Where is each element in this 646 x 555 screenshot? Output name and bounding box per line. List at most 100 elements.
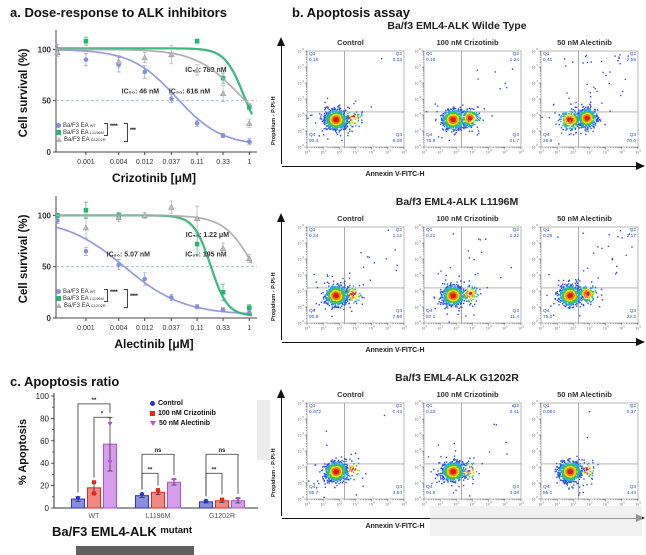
legend-label: 100 nM Crizotinib <box>158 409 216 417</box>
data-point <box>141 212 148 218</box>
quadrant-name: Q2 <box>512 404 519 409</box>
y-axis-arrow-line <box>281 46 283 164</box>
data-point <box>194 38 200 44</box>
quadrant-value: 87.1 <box>426 314 436 320</box>
flow-group-title: Ba/f3 EML4-ALK Wilde Type <box>387 20 527 32</box>
quadrant-label-q3: Q3 22.2 <box>627 309 636 321</box>
apoptosis-assay-panel: Ba/f3 EML4-ALK Wilde Type Propidium - P-P… <box>268 20 646 552</box>
bar-chart-xlabel: Ba/F3 EML4-ALK mutant <box>52 524 192 539</box>
legend-label: Ba/F3 EA <box>64 136 90 143</box>
quadrant-name: Q1 <box>543 52 550 57</box>
panel-c-title: c. Apoptosis ratio <box>10 374 120 389</box>
flow-ylabel: Propidium - P-PI-H <box>271 448 277 497</box>
x-tick-label: 0.037 <box>163 159 181 166</box>
data-point <box>83 249 89 254</box>
quadrant-label-q2: Q2 2.17 <box>627 228 636 240</box>
y-axis-arrowhead-icon <box>277 37 285 46</box>
x-tick-label: 0.012 <box>136 159 154 166</box>
category-label: L1196M <box>146 513 171 520</box>
sig-bracket <box>104 123 108 136</box>
flow-plot: Control Q1 0.24 Q2 1.12 Q3 7.88 Q4 90.8 <box>294 214 407 338</box>
quadrant-value: 0.18 <box>426 57 436 63</box>
sig-bracket <box>205 472 223 497</box>
data-point <box>142 69 147 75</box>
legend-item: Ba/F3 EA L1196M <box>56 129 156 136</box>
legend-label: Control <box>158 399 183 407</box>
y-tick-label: 80 <box>40 414 49 423</box>
quadrant-value: 21.7 <box>509 138 519 144</box>
data-point <box>107 460 113 465</box>
quadrant-value: 1.12 <box>392 233 402 239</box>
bar-ylabel: % Apoptosis <box>17 419 29 485</box>
quadrant-label-q1: Q1 0.21 <box>426 228 435 240</box>
dose-xlabel: Crizotinib [μM] <box>112 171 196 185</box>
data-point <box>194 304 200 310</box>
ic50-label: IC₅₀: 195 nM <box>185 251 227 258</box>
x-tick-label: 0.33 <box>216 325 230 332</box>
sig-label: **** <box>130 294 138 300</box>
dose-xlabel: Alectinib [μM] <box>114 337 193 351</box>
data-point <box>115 214 122 220</box>
quadrant-label-q4: Q4 75.2 <box>543 309 552 321</box>
quadrant-value: 0.21 <box>426 233 436 239</box>
flow-xlabel: Annexin V-FITC-H <box>365 171 425 178</box>
x-tick-label: 0.037 <box>163 325 181 332</box>
quadrant-value: 7.88 <box>392 314 402 320</box>
x-tick-label: 0.001 <box>77 159 95 166</box>
quadrant-value: 75.2 <box>543 314 553 320</box>
quadrant-value: 0.072 <box>309 409 322 415</box>
legend-item: Control <box>150 398 216 408</box>
quadrant-name: Q3 <box>395 309 402 314</box>
quadrant-name: Q1 <box>543 404 550 409</box>
quadrant-label-q4: Q4 95.7 <box>309 485 318 497</box>
flow-density-canvas <box>294 400 407 513</box>
quadrant-name: Q1 <box>309 404 316 409</box>
quadrant-name: Q4 <box>543 485 550 490</box>
sig-label: **** <box>110 290 118 296</box>
quadrant-value: 0.26 <box>543 233 553 239</box>
data-point <box>193 215 201 222</box>
flow-density-canvas <box>528 224 641 337</box>
quadrant-name: Q4 <box>309 485 316 490</box>
data-point <box>92 491 96 496</box>
flow-plot: Control Q1 0.072 Q2 0.43 Q3 3.84 Q4 95.7 <box>294 390 407 514</box>
quadrant-value: 0.064 <box>543 409 556 415</box>
y-axis-arrow-line <box>281 398 283 516</box>
data-point <box>235 497 241 502</box>
quadrant-name: Q4 <box>543 133 550 138</box>
y-tick-label: 100 <box>38 211 52 220</box>
square-marker-icon <box>56 130 61 135</box>
quadrant-label-q3: Q3 70.0 <box>627 133 636 145</box>
square-marker-icon <box>56 296 61 301</box>
x-axis-arrow-line <box>282 342 638 344</box>
flow-group-apoptosis_flow_wild_type: Ba/f3 EML4-ALK Wilde Type Propidium - P-P… <box>268 20 646 196</box>
quadrant-value: 1.24 <box>509 57 519 63</box>
quadrant-name: Q4 <box>309 309 316 314</box>
ic50-label: IC₅₀: 5.07 nM <box>107 251 150 258</box>
quadrant-name: Q1 <box>426 228 433 233</box>
quadrant-value: 26.8 <box>543 138 553 144</box>
quadrant-label-q4: Q4 76.9 <box>426 133 435 145</box>
legend-label: 50 nM Alectinib <box>159 419 211 427</box>
flow-plot: 50 nM Alectinib Q1 0.26 Q2 2.17 Q3 22.2 Q4 75.2 <box>528 214 641 338</box>
sig-bracket <box>141 472 159 490</box>
data-point <box>156 488 160 493</box>
data-point <box>83 38 89 44</box>
y-axis-arrowhead-icon <box>277 389 285 398</box>
flow-plot: 100 nM Crizotinib Q1 0.22 Q2 0.41 Q3 4.38 Q4 94.… <box>411 390 524 514</box>
data-point <box>55 218 60 223</box>
y-tick-label: 0 <box>45 504 50 513</box>
quadrant-name: Q2 <box>512 228 519 233</box>
flow-density-canvas <box>294 48 407 161</box>
quadrant-value: 0.23 <box>392 57 402 63</box>
legend-label: Ba/F3 EA <box>64 302 90 309</box>
quadrant-name: Q3 <box>629 485 636 490</box>
data-point <box>169 96 174 101</box>
data-point <box>171 478 177 483</box>
quadrant-value: 0.41 <box>543 57 553 63</box>
triangle-down-marker-icon <box>150 420 156 426</box>
quadrant-value: 95.7 <box>309 490 319 496</box>
quadrant-value: 0.41 <box>509 409 519 415</box>
flow-xlabel: Annexin V-FITC-H <box>365 347 425 354</box>
quadrant-name: Q4 <box>426 309 433 314</box>
